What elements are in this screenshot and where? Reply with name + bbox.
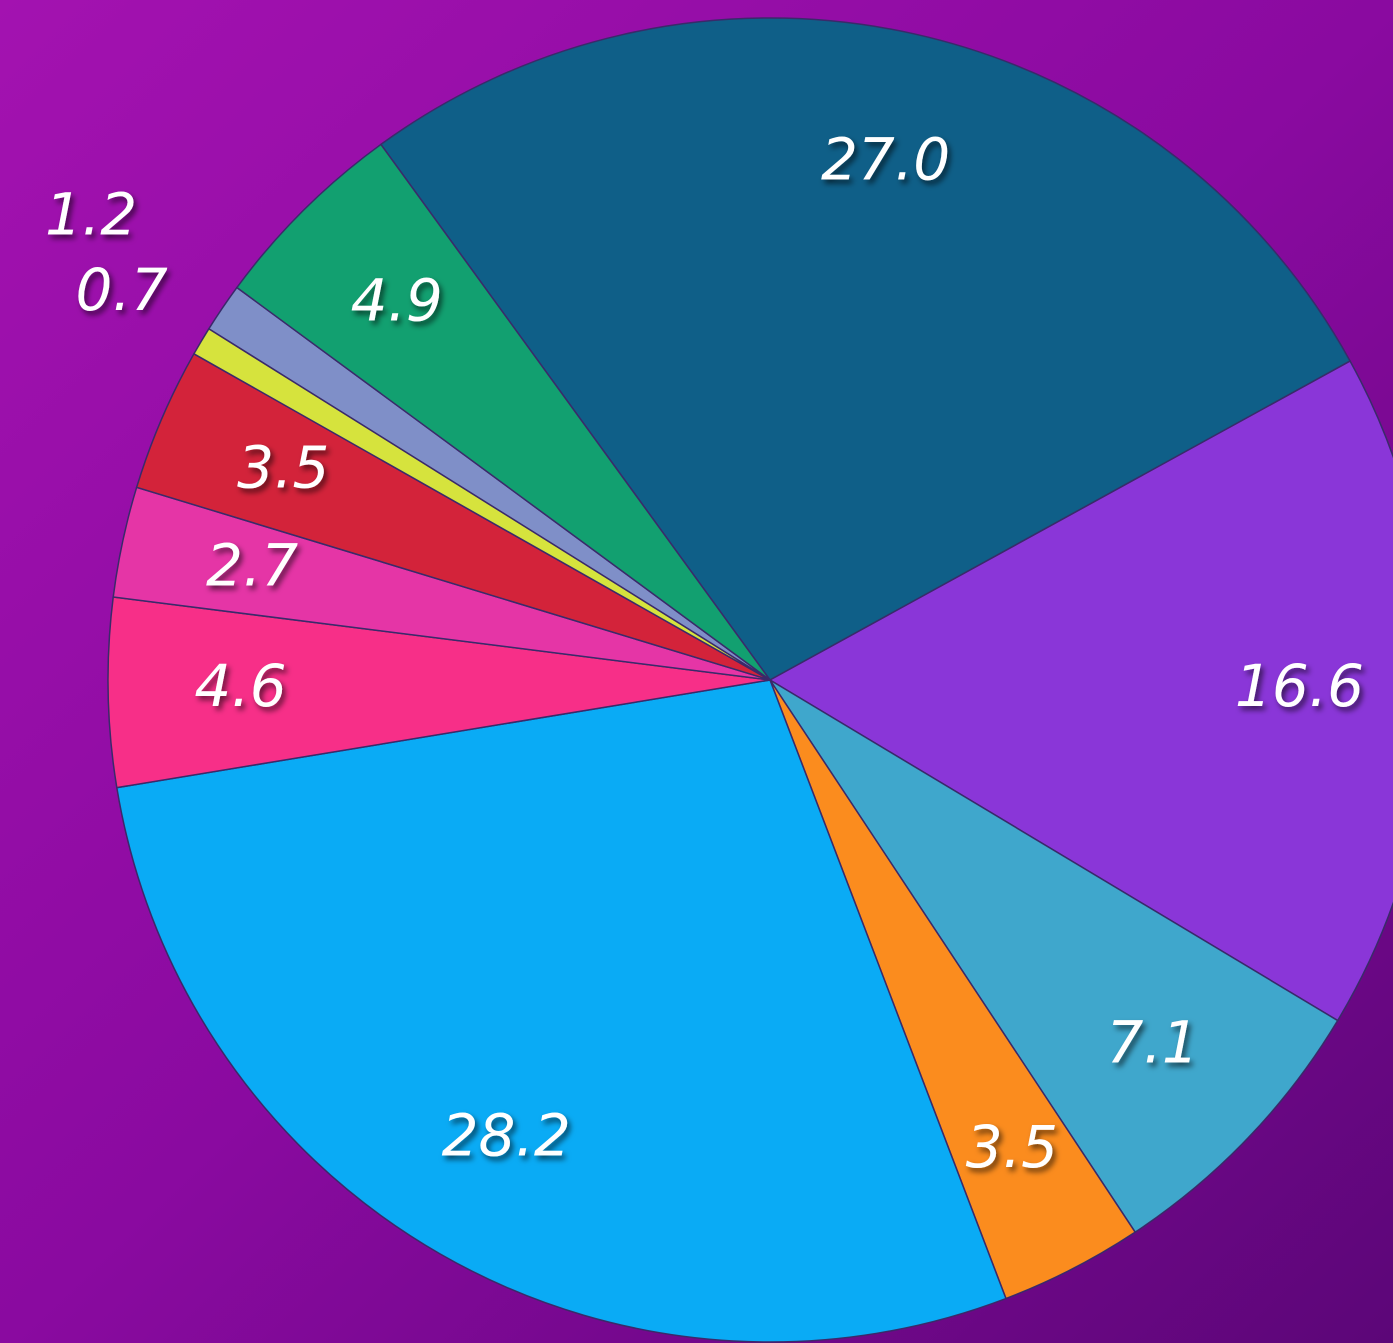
data-label: 27.0 (821, 125, 950, 193)
labels: 27.0 16.6 7.1 3.5 28.2 4.6 2.7 3.5 0.7 1.2 4.9 (45, 125, 1364, 1181)
data-label: 4.9 (351, 266, 443, 334)
pie-slice (768, 360, 1393, 1022)
pie-slice (107, 596, 771, 789)
data-label: 3.5 (237, 433, 329, 501)
pie-slice (115, 679, 1007, 1343)
pie-slice (379, 17, 1352, 681)
data-label: 7.1 (1107, 1008, 1199, 1076)
pie (107, 17, 1393, 1343)
data-label: 16.6 (1235, 652, 1364, 720)
pie-slice (235, 143, 771, 681)
data-label: 28.2 (442, 1101, 571, 1169)
data-label: 4.6 (194, 652, 286, 720)
data-label: 1.2 (45, 181, 137, 249)
data-label: 0.7 (76, 256, 168, 324)
data-label: 2.7 (206, 531, 298, 599)
data-label: 3.5 (966, 1113, 1058, 1181)
pie-slice (769, 679, 1339, 1234)
